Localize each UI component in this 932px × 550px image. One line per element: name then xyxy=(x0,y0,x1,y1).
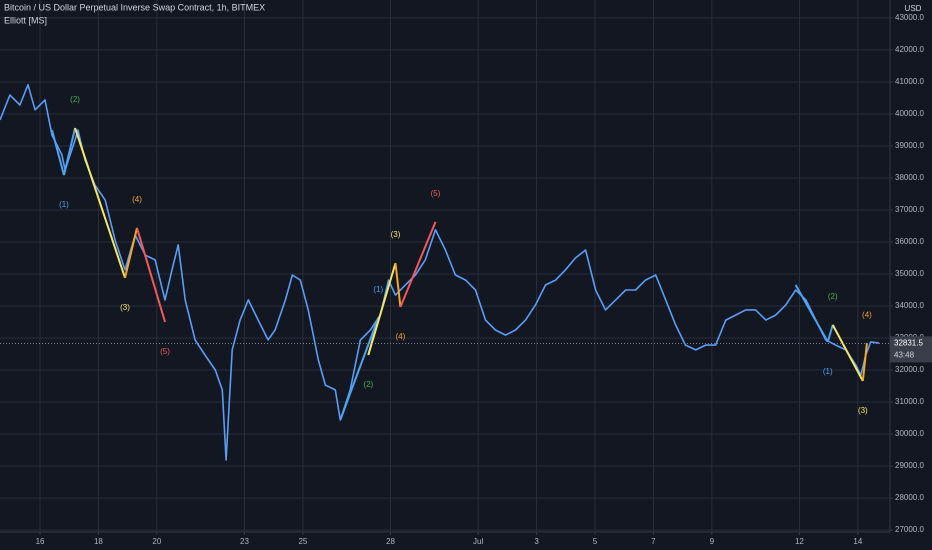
x-tick-label: 28 xyxy=(386,537,395,546)
x-tick-label: Jul xyxy=(473,537,483,546)
y-tick-label: 41000.0 xyxy=(895,77,924,86)
x-tick-label: 12 xyxy=(795,537,804,546)
x-tick-label: 16 xyxy=(36,537,45,546)
y-tick-label: 28000.0 xyxy=(895,493,924,502)
wave-label: (1) xyxy=(823,367,833,376)
x-tick-label: 5 xyxy=(593,537,598,546)
y-tick-label: 35000.0 xyxy=(895,269,924,278)
y-tick-label: 27000.0 xyxy=(895,525,924,534)
wave-label: (2) xyxy=(828,292,838,301)
countdown-label: 43:48 xyxy=(894,351,915,360)
wave-label: (3) xyxy=(391,230,401,239)
y-tick-label: 36000.0 xyxy=(895,237,924,246)
x-tick-label: 25 xyxy=(298,537,307,546)
x-tick-label: 20 xyxy=(152,537,161,546)
x-tick-label: 23 xyxy=(240,537,249,546)
wave-segment xyxy=(339,317,380,421)
y-tick-label: 38000.0 xyxy=(895,173,924,182)
wave-segment xyxy=(831,324,864,382)
y-tick-label: 37000.0 xyxy=(895,205,924,214)
wave-segment xyxy=(62,127,77,176)
wave-segment xyxy=(136,227,166,323)
y-tick-label: 43000.0 xyxy=(895,13,924,22)
y-tick-label: 29000.0 xyxy=(895,461,924,470)
x-tick-label: 7 xyxy=(651,537,656,546)
wave-label: (5) xyxy=(431,189,441,198)
wave-label: (3) xyxy=(120,303,130,312)
wave-segment xyxy=(794,284,829,343)
wave-label: (1) xyxy=(59,200,69,209)
wave-label: (3) xyxy=(858,406,868,415)
wave-label: (4) xyxy=(132,195,142,204)
currency-label: USD xyxy=(905,4,922,13)
wave-segment xyxy=(826,324,834,343)
wave-label: (2) xyxy=(363,380,373,389)
wave-segment xyxy=(74,127,126,279)
chart-title: Bitcoin / US Dollar Perpetual Inverse Sw… xyxy=(4,2,265,12)
y-tick-label: 40000.0 xyxy=(895,109,924,118)
price-line xyxy=(0,84,880,461)
wave-label: (5) xyxy=(160,347,170,356)
y-tick-label: 42000.0 xyxy=(895,45,924,54)
x-tick-label: 14 xyxy=(853,537,862,546)
wave-segment xyxy=(861,343,868,382)
x-tick-label: 9 xyxy=(710,537,715,546)
wave-segment xyxy=(51,129,65,176)
wave-segment xyxy=(367,262,397,356)
wave-label: (1) xyxy=(373,285,383,294)
y-tick-label: 32000.0 xyxy=(895,365,924,374)
wave-segment xyxy=(124,227,138,279)
x-tick-label: 3 xyxy=(534,537,539,546)
wave-label: (2) xyxy=(70,95,80,104)
wave-label: (4) xyxy=(862,310,872,319)
wave-label: (4) xyxy=(396,332,406,341)
wave-segment xyxy=(394,263,402,308)
last-price-box xyxy=(890,336,932,363)
y-tick-label: 31000.0 xyxy=(895,397,924,406)
y-tick-label: 30000.0 xyxy=(895,429,924,438)
indicator-name: Elliott [MS] xyxy=(4,15,47,25)
x-tick-label: 18 xyxy=(94,537,103,546)
y-tick-label: 39000.0 xyxy=(895,141,924,150)
y-tick-label: 34000.0 xyxy=(895,301,924,310)
last-price-label: 32831.5 xyxy=(894,339,923,348)
wave-segment xyxy=(399,221,437,308)
